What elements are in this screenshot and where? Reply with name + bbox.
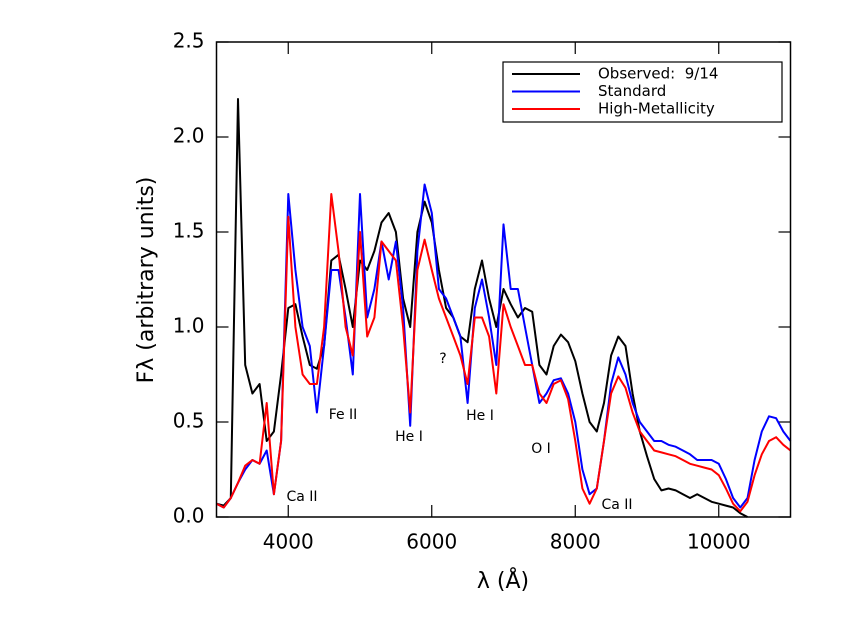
annotation: Ca II xyxy=(286,489,317,505)
x-tick-label: 10000 xyxy=(687,530,751,554)
series-line xyxy=(216,98,748,518)
annotation: Fe II xyxy=(329,407,358,423)
series-line xyxy=(216,193,792,513)
y-tick-label: 2.0 xyxy=(173,124,205,148)
y-tick-label: 1.0 xyxy=(173,314,205,338)
annotation: Ca II xyxy=(601,497,632,513)
legend-label: Observed: 9/14 xyxy=(598,65,718,83)
annotation: ? xyxy=(439,351,446,367)
y-tick-label: 1.5 xyxy=(173,219,205,243)
y-tick-label: 2.5 xyxy=(173,29,205,53)
legend-box xyxy=(502,61,783,123)
y-tick-label: 0.5 xyxy=(173,409,205,433)
annotation: He I xyxy=(395,429,423,445)
legend-label: Standard xyxy=(598,82,666,100)
y-tick-label: 0.0 xyxy=(173,504,205,528)
x-tick-label: 8000 xyxy=(550,530,601,554)
x-tick-label: 6000 xyxy=(406,530,457,554)
x-tick-label: 4000 xyxy=(263,530,314,554)
annotation: O I xyxy=(531,441,551,457)
x-axis-label: λ (Å) xyxy=(477,567,529,594)
legend-label: High-Metallicity xyxy=(598,100,715,118)
plot-frame xyxy=(215,41,792,518)
annotation: He I xyxy=(466,408,494,424)
series-line xyxy=(216,183,792,509)
y-axis-label: Fλ (arbitrary units) xyxy=(134,177,159,384)
